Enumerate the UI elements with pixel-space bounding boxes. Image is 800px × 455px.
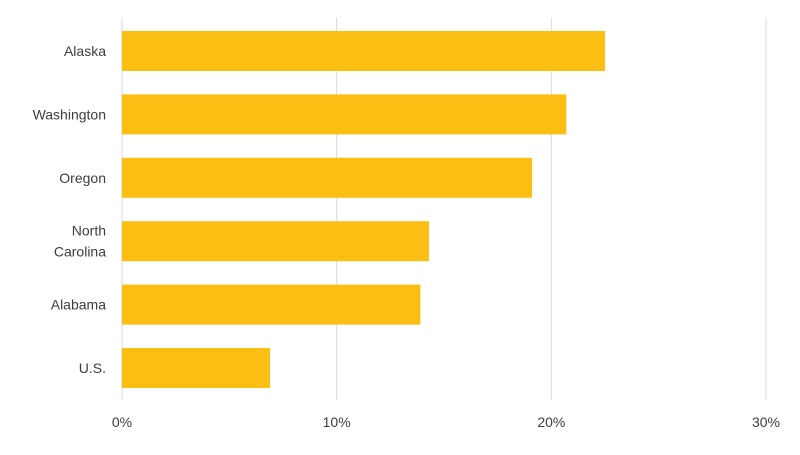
gridlines: [121, 18, 767, 400]
category-label-3: North Carolina: [54, 223, 106, 260]
bar-3: [122, 221, 429, 262]
x-tick-label: 20%: [537, 414, 565, 430]
category-label-0: Alaska: [64, 43, 106, 59]
category-label-2: Oregon: [59, 170, 106, 186]
category-labels: Alaska Washington Oregon North Carolina Alaba…: [33, 43, 107, 376]
bar-0: [122, 31, 605, 71]
category-label-line: Carolina: [54, 244, 106, 260]
bar-5: [122, 348, 271, 388]
category-label-5: U.S.: [79, 360, 106, 376]
category-label-line: Oregon: [59, 170, 106, 186]
category-label-line: Alabama: [51, 297, 106, 313]
category-label-1: Washington: [33, 106, 106, 122]
bars: [122, 31, 605, 388]
category-label-line: Washington: [33, 106, 106, 122]
x-tick-labels: 0% 10% 20% 30%: [112, 414, 780, 430]
category-label-line: North: [72, 223, 106, 239]
bar-1: [122, 94, 567, 135]
category-label-line: Alaska: [64, 43, 106, 59]
bar-4: [122, 284, 421, 325]
x-tick-label: 30%: [752, 414, 780, 430]
bar-2: [122, 157, 533, 198]
category-label-4: Alabama: [51, 297, 106, 313]
category-label-line: U.S.: [79, 360, 106, 376]
x-tick-label: 0%: [112, 414, 132, 430]
x-tick-label: 10%: [323, 414, 351, 430]
